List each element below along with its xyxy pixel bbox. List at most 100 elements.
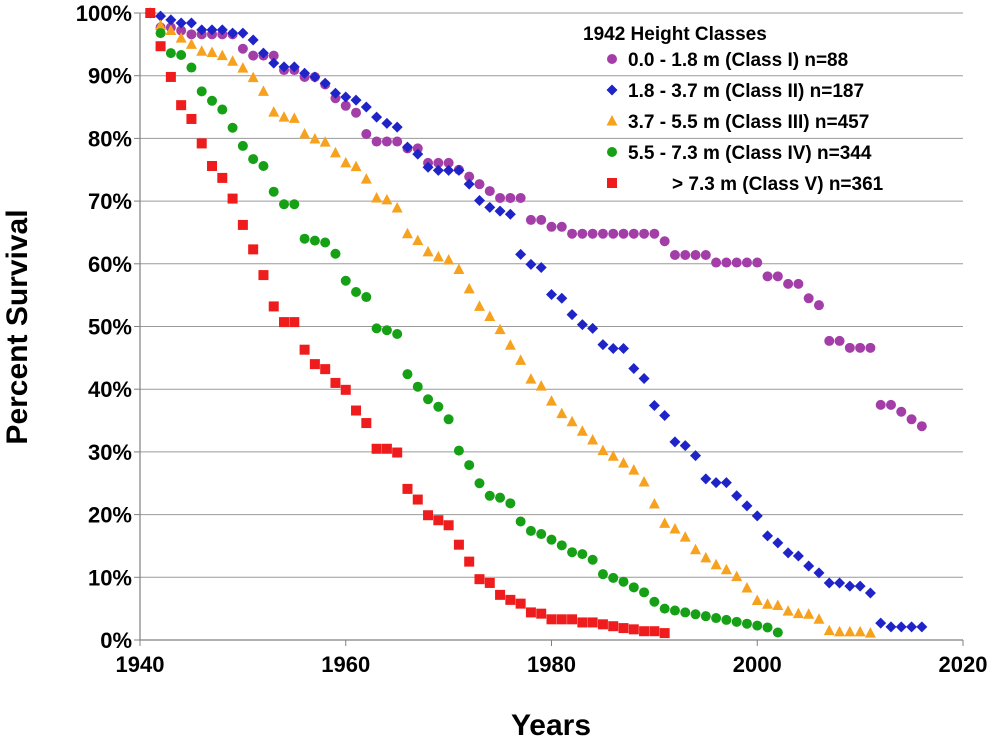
data-point xyxy=(844,625,856,637)
data-point xyxy=(185,17,197,29)
data-point xyxy=(504,208,516,220)
data-point xyxy=(484,201,496,213)
data-point xyxy=(392,136,403,147)
data-point xyxy=(155,19,167,31)
data-point xyxy=(381,193,393,205)
data-point xyxy=(690,543,702,555)
x-tick-label: 2000 xyxy=(733,652,782,677)
data-point xyxy=(639,228,650,239)
circle-marker-icon xyxy=(607,54,617,64)
data-point xyxy=(165,71,176,82)
data-point xyxy=(279,317,290,328)
data-point xyxy=(824,335,835,346)
data-point xyxy=(721,614,732,625)
y-tick-label: 80% xyxy=(88,126,132,151)
data-point xyxy=(566,309,578,321)
data-point xyxy=(155,28,166,39)
data-point xyxy=(463,178,475,190)
data-points xyxy=(144,7,928,639)
data-point xyxy=(648,400,660,412)
data-point xyxy=(638,373,650,385)
data-point xyxy=(741,500,753,512)
data-point xyxy=(875,617,887,629)
data-point xyxy=(525,214,536,225)
data-point xyxy=(700,473,712,485)
data-point xyxy=(443,164,455,176)
data-point xyxy=(669,436,681,448)
data-point xyxy=(607,450,619,461)
data-point xyxy=(165,14,177,26)
data-point xyxy=(711,257,722,268)
data-point xyxy=(423,394,434,405)
data-point xyxy=(329,87,341,99)
data-point xyxy=(720,477,732,489)
data-point xyxy=(680,607,691,618)
legend-label: > 7.3 m (Class V) n=361 xyxy=(672,174,884,195)
data-point xyxy=(577,617,588,628)
data-point xyxy=(721,257,732,268)
data-point xyxy=(813,613,825,624)
data-point xyxy=(330,377,341,388)
data-point xyxy=(525,373,537,384)
data-point xyxy=(351,405,362,416)
x-axis-title: Years xyxy=(511,709,591,741)
data-point xyxy=(207,95,218,106)
data-point xyxy=(597,444,609,456)
data-point xyxy=(525,258,537,270)
y-tick-label: 30% xyxy=(88,440,132,465)
data-point xyxy=(443,414,454,425)
data-point xyxy=(505,498,516,509)
data-point xyxy=(504,339,516,350)
data-point xyxy=(361,418,372,429)
data-point xyxy=(340,156,352,168)
data-point xyxy=(546,221,557,232)
data-point xyxy=(628,624,639,635)
y-tick-label: 40% xyxy=(88,377,132,402)
data-point xyxy=(412,234,424,246)
data-point xyxy=(916,621,928,633)
data-point xyxy=(453,263,465,274)
data-point xyxy=(597,228,608,239)
data-point xyxy=(495,492,506,503)
data-point xyxy=(762,622,773,633)
data-point xyxy=(649,626,660,637)
data-point xyxy=(433,157,444,168)
data-point xyxy=(412,143,423,154)
data-point xyxy=(484,577,495,588)
x-tick-label: 1960 xyxy=(321,652,370,677)
data-point xyxy=(834,335,845,346)
data-point xyxy=(299,128,311,139)
data-point xyxy=(515,248,527,260)
data-point xyxy=(916,421,927,432)
data-point xyxy=(700,611,711,622)
y-tick-label: 20% xyxy=(88,503,132,528)
data-point xyxy=(381,117,393,129)
data-point xyxy=(567,228,578,239)
data-point xyxy=(258,270,269,281)
data-point xyxy=(186,62,197,73)
data-point xyxy=(854,625,866,637)
data-point xyxy=(618,228,629,239)
data-point xyxy=(772,627,783,638)
data-point xyxy=(361,129,372,140)
data-point xyxy=(268,186,279,197)
data-point xyxy=(371,191,383,203)
data-point xyxy=(165,48,176,59)
data-point xyxy=(618,576,629,587)
data-point xyxy=(217,104,228,115)
data-point xyxy=(556,407,568,419)
data-point xyxy=(247,71,259,83)
data-point xyxy=(381,325,392,336)
data-point xyxy=(679,531,691,542)
data-point xyxy=(155,10,167,22)
data-point xyxy=(536,608,547,619)
data-point xyxy=(649,228,660,239)
y-axis-ticks: 0% 10% 20% 30% 40% 50% 60% 70% 80% 90% 100% xyxy=(76,1,140,653)
data-point xyxy=(628,228,639,239)
data-point xyxy=(371,111,383,123)
data-point xyxy=(813,300,824,311)
data-point xyxy=(546,395,557,406)
series-2 xyxy=(144,7,928,633)
data-point xyxy=(185,38,197,49)
